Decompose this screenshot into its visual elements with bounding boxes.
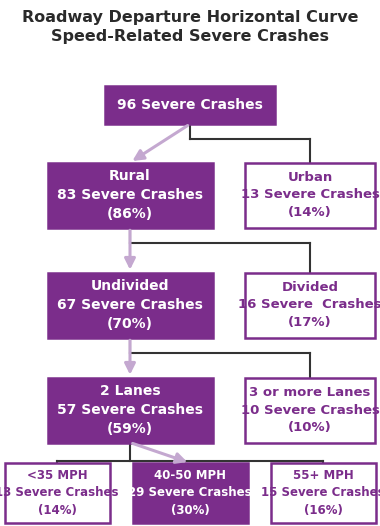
Text: 2 Lanes
57 Severe Crashes
(59%): 2 Lanes 57 Severe Crashes (59%) xyxy=(57,384,203,436)
Text: 96 Severe Crashes: 96 Severe Crashes xyxy=(117,98,263,112)
FancyBboxPatch shape xyxy=(48,378,212,442)
Text: <35 MPH
13 Severe Crashes
(14%): <35 MPH 13 Severe Crashes (14%) xyxy=(0,469,119,517)
FancyBboxPatch shape xyxy=(48,163,212,228)
FancyBboxPatch shape xyxy=(245,272,375,338)
FancyBboxPatch shape xyxy=(245,378,375,442)
FancyBboxPatch shape xyxy=(5,463,109,523)
Text: Undivided
67 Severe Crashes
(70%): Undivided 67 Severe Crashes (70%) xyxy=(57,279,203,331)
Text: 55+ MPH
15 Severe Crashes
(16%): 55+ MPH 15 Severe Crashes (16%) xyxy=(261,469,380,517)
Text: 40-50 MPH
29 Severe Crashes
(30%): 40-50 MPH 29 Severe Crashes (30%) xyxy=(128,469,252,517)
Text: Roadway Departure Horizontal Curve
Speed-Related Severe Crashes: Roadway Departure Horizontal Curve Speed… xyxy=(22,10,358,44)
FancyBboxPatch shape xyxy=(245,163,375,228)
FancyBboxPatch shape xyxy=(271,463,375,523)
Text: Divided
16 Severe  Crashes
(17%): Divided 16 Severe Crashes (17%) xyxy=(238,281,380,329)
FancyBboxPatch shape xyxy=(105,86,275,124)
Text: Urban
13 Severe Crashes
(14%): Urban 13 Severe Crashes (14%) xyxy=(241,171,380,219)
Text: 3 or more Lanes
10 Severe Crashes
(10%): 3 or more Lanes 10 Severe Crashes (10%) xyxy=(241,386,380,434)
FancyBboxPatch shape xyxy=(48,272,212,338)
Text: Rural
83 Severe Crashes
(86%): Rural 83 Severe Crashes (86%) xyxy=(57,169,203,221)
FancyBboxPatch shape xyxy=(133,463,247,523)
